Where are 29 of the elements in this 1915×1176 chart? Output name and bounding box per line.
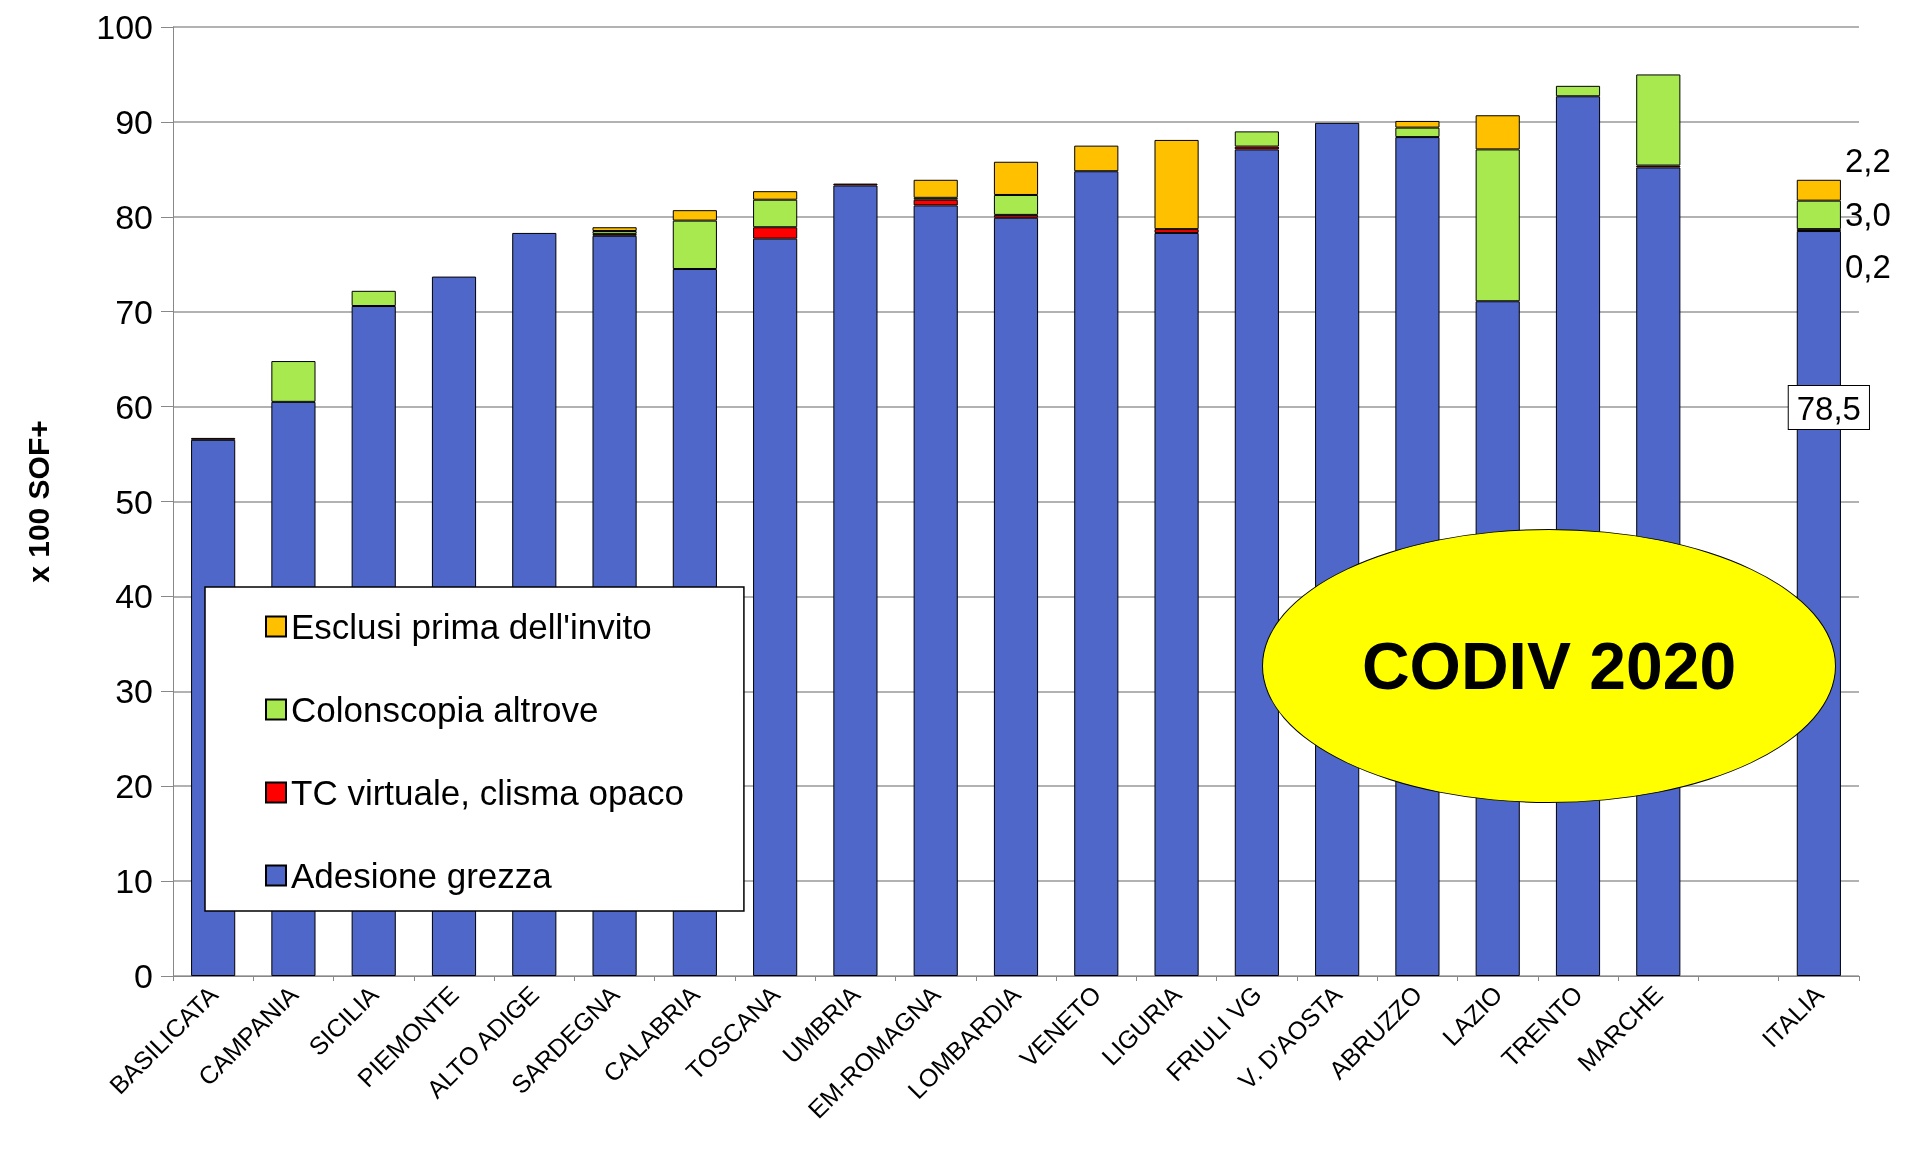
y-tick-label: 50 xyxy=(115,482,153,521)
bar xyxy=(592,227,637,232)
y-tick-label: 90 xyxy=(115,102,153,141)
bar xyxy=(1154,232,1199,976)
legend-label: Adesione grezza xyxy=(291,856,553,895)
bar xyxy=(833,185,878,976)
y-axis-title: x 100 SOF+ xyxy=(21,420,55,583)
y-tick-label: 40 xyxy=(115,577,153,616)
y-tick-label: 60 xyxy=(115,387,153,426)
y-tick-label: 0 xyxy=(134,957,153,995)
legend-label: Esclusi prima dell'invito xyxy=(291,607,652,646)
y-tick-label: 20 xyxy=(115,767,153,806)
bar xyxy=(1154,139,1199,230)
bar xyxy=(1234,131,1279,147)
y-tick-label: 10 xyxy=(115,862,153,901)
y-tick-label: 80 xyxy=(115,197,153,236)
data-label: 2,2 xyxy=(1844,141,1891,179)
y-tick-label: 100 xyxy=(96,8,153,46)
bar xyxy=(913,179,958,198)
legend-label: Colonscopia altrove xyxy=(291,690,599,729)
data-label: 0,2 xyxy=(1844,247,1891,285)
data-label: 3,0 xyxy=(1844,196,1891,234)
y-tick-label: 30 xyxy=(115,672,153,711)
bar xyxy=(993,217,1039,976)
y-tick-label: 70 xyxy=(115,292,153,331)
bar xyxy=(1234,149,1279,976)
bar xyxy=(1636,74,1681,166)
data-label: 78,5 xyxy=(1796,390,1861,428)
legend-label: TC virtuale, clisma opaco xyxy=(291,773,684,812)
